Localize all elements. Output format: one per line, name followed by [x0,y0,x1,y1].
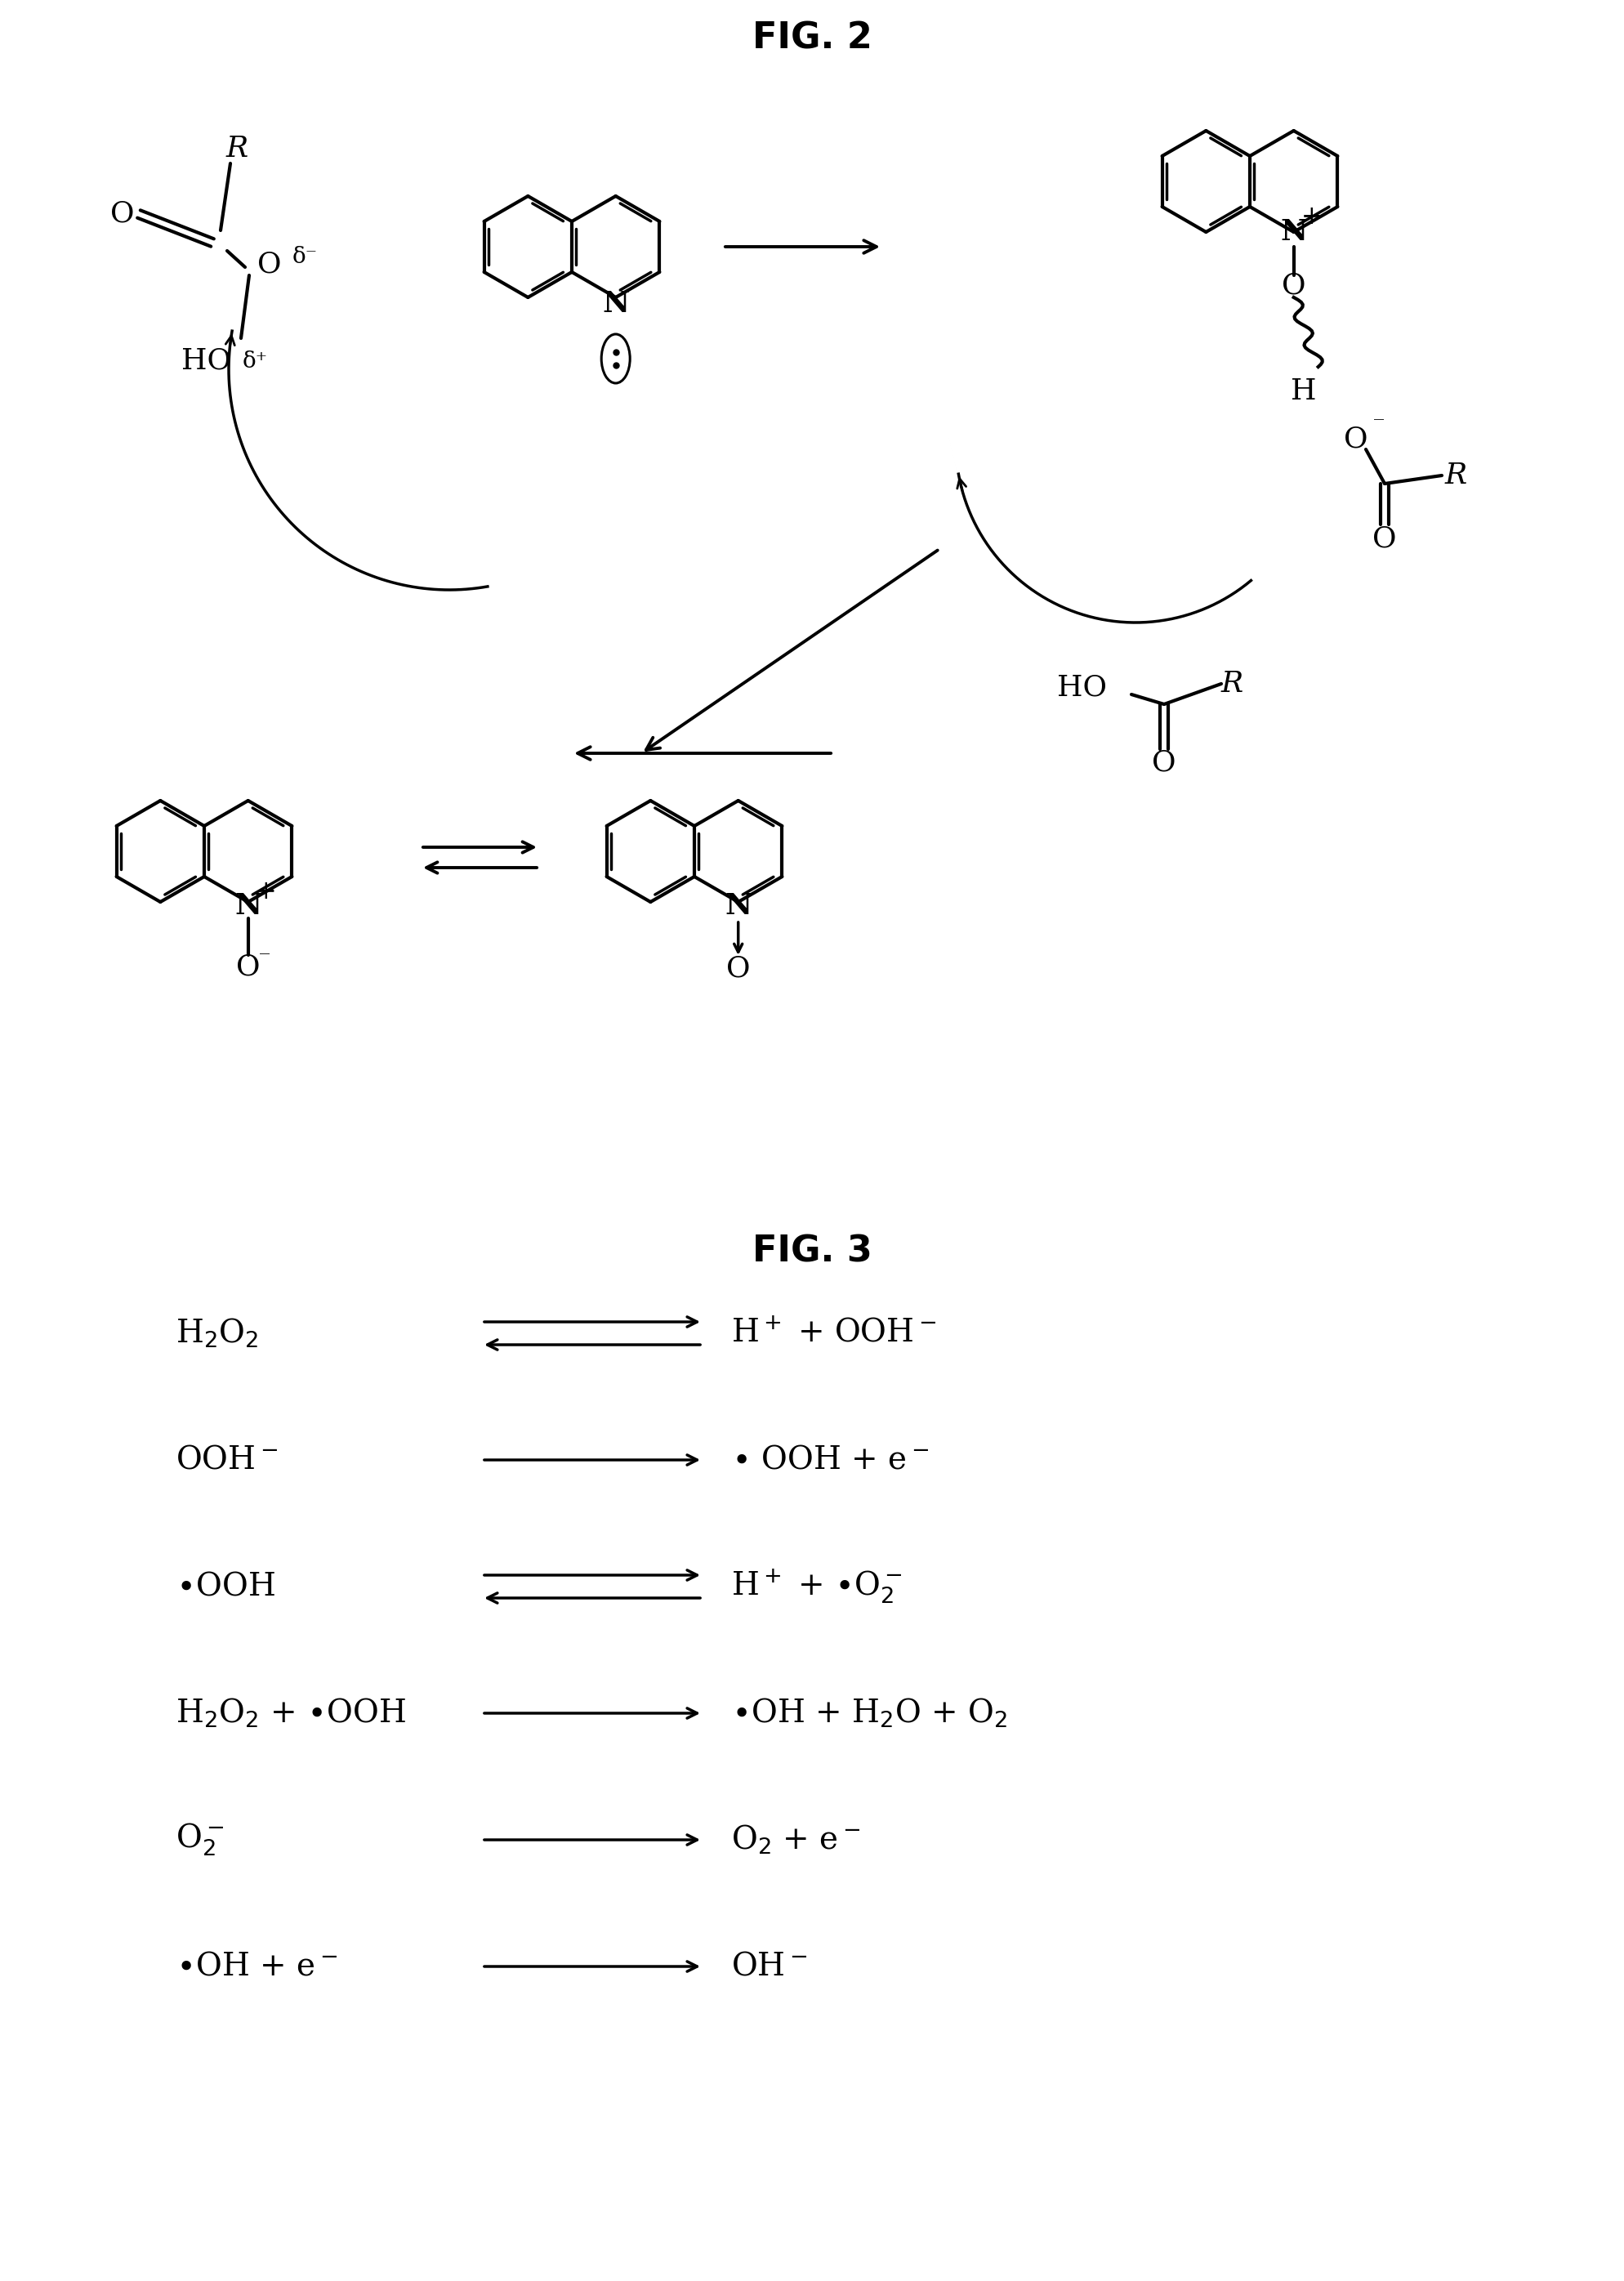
Text: δ⁻: δ⁻ [292,246,317,267]
Text: H: H [1291,376,1317,406]
Text: O: O [258,251,281,278]
Text: OH$^-$: OH$^-$ [731,1950,807,1982]
Text: HO: HO [1057,673,1108,703]
Text: $\bullet$OH + e$^-$: $\bullet$OH + e$^-$ [175,1950,338,1982]
Text: O: O [235,953,260,981]
Text: N: N [1280,219,1307,246]
Text: ⁻: ⁻ [1372,413,1385,440]
Text: FIG. 2: FIG. 2 [752,21,872,57]
Text: H$_2$O$_2$ + $\bullet$OOH: H$_2$O$_2$ + $\bullet$OOH [175,1697,406,1729]
Text: O: O [1281,271,1306,299]
Text: N: N [603,290,628,317]
Text: O: O [110,201,135,228]
Text: R: R [1221,671,1242,698]
Text: H$_2$O$_2$: H$_2$O$_2$ [175,1316,258,1350]
Text: R: R [226,135,248,162]
Text: N: N [234,892,261,919]
Text: HO: HO [180,347,231,374]
Text: $\bullet$OOH: $\bullet$OOH [175,1572,274,1601]
Text: +: + [255,880,276,906]
Text: $\bullet$OH + H$_2$O + O$_2$: $\bullet$OH + H$_2$O + O$_2$ [731,1697,1007,1729]
Text: O: O [1345,424,1367,452]
Text: H$^+$ + $\bullet$O$_2^-$: H$^+$ + $\bullet$O$_2^-$ [731,1567,903,1606]
Text: +: + [1301,205,1322,230]
Text: N: N [724,892,752,919]
Text: OOH$^-$: OOH$^-$ [175,1444,278,1476]
Text: H$^+$ + OOH$^-$: H$^+$ + OOH$^-$ [731,1318,937,1348]
Text: $\bullet$ OOH + e$^-$: $\bullet$ OOH + e$^-$ [731,1444,929,1476]
Text: O: O [1151,748,1176,778]
Text: O: O [726,956,750,983]
Text: O: O [1372,525,1397,552]
Text: δ⁺: δ⁺ [242,349,268,372]
Text: FIG. 3: FIG. 3 [752,1234,872,1268]
Text: O$_2$ + e$^-$: O$_2$ + e$^-$ [731,1823,861,1857]
Text: ⁻: ⁻ [258,949,271,974]
Text: R: R [1445,461,1466,490]
Text: O$_2^-$: O$_2^-$ [175,1823,224,1859]
